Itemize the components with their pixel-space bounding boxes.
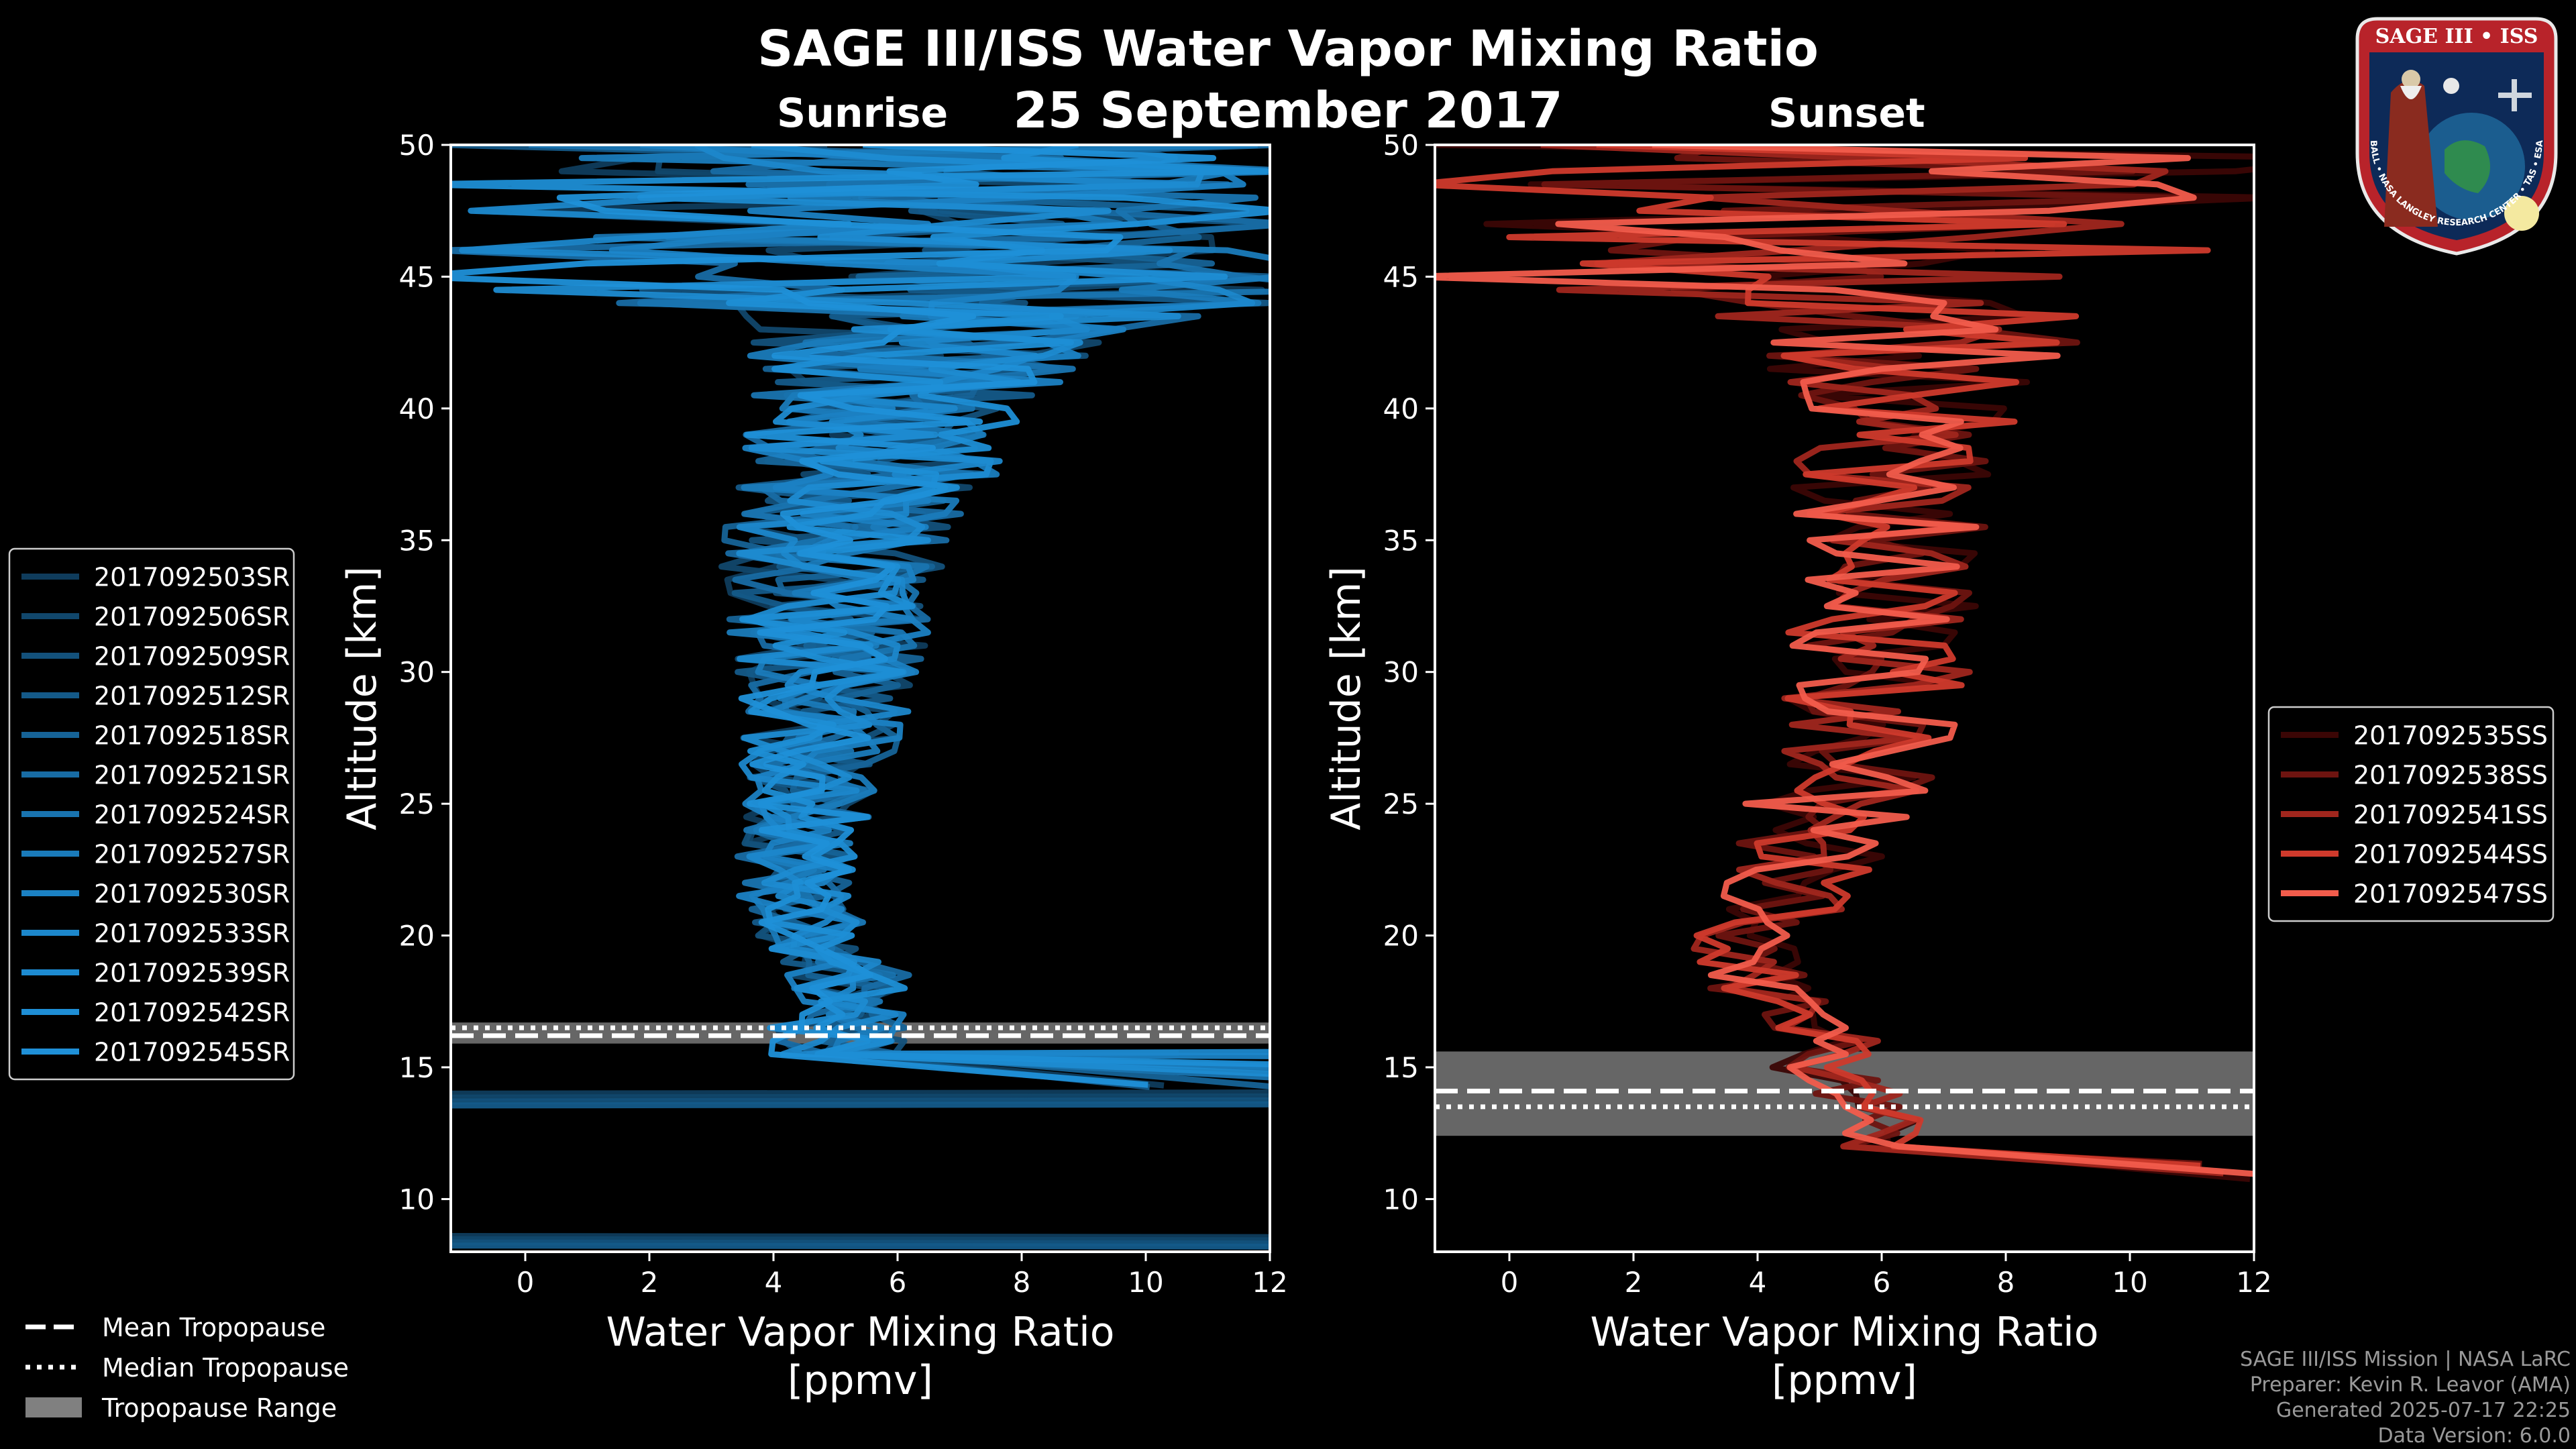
legend-label-2017092524SR: 2017092524SR bbox=[94, 800, 290, 830]
x-tick-label: 12 bbox=[1252, 1266, 1287, 1299]
x-tick-label: 0 bbox=[517, 1266, 535, 1299]
plot-content bbox=[451, 145, 1270, 1250]
plot-content bbox=[1435, 145, 2254, 1183]
legend-label-2017092533SR: 2017092533SR bbox=[94, 919, 290, 949]
y-tick-label: 40 bbox=[1383, 392, 1419, 425]
x-axis-label-line1: Water Vapor Mixing Ratio bbox=[606, 1309, 1115, 1356]
x-tick-label: 10 bbox=[1128, 1266, 1163, 1299]
legend-tropopause-label: Median Tropopause bbox=[102, 1353, 349, 1383]
legend-label-2017092518SR: 2017092518SR bbox=[94, 721, 290, 751]
legend-box bbox=[2267, 706, 2555, 922]
x-tick-label: 2 bbox=[641, 1266, 659, 1299]
legend-tropopause-label: Tropopause Range bbox=[101, 1393, 337, 1423]
tropopause-range-band bbox=[1435, 1051, 2254, 1136]
footer-credits: SAGE III/ISS Mission | NASA LaRC Prepare… bbox=[2240, 1347, 2571, 1449]
legend-box bbox=[8, 547, 295, 1081]
plot-frame bbox=[449, 144, 1271, 1253]
profile-line-2017092545SR bbox=[451, 145, 1217, 1088]
legend-tropopause-label: Mean Tropopause bbox=[102, 1313, 325, 1342]
logo-title: SAGE III • ISS bbox=[2375, 25, 2538, 48]
sunrise-legend: 2017092503SR 2017092506SR 2017092509SR 2017… bbox=[8, 547, 295, 1081]
legend-label-2017092503SR: 2017092503SR bbox=[94, 563, 290, 592]
footer-preparer: Preparer: Kevin R. Leavor (AMA) bbox=[2249, 1373, 2571, 1397]
x-tick-label: 12 bbox=[2236, 1266, 2271, 1299]
y-tick-label: 25 bbox=[399, 788, 435, 820]
x-tick-label: 4 bbox=[1749, 1266, 1767, 1299]
y-tick-label: 40 bbox=[399, 392, 435, 425]
y-tick-label: 10 bbox=[1383, 1183, 1419, 1216]
legend-label-2017092544SS: 2017092544SS bbox=[2353, 840, 2548, 869]
x-tick-label: 8 bbox=[1013, 1266, 1031, 1299]
y-axis-label: Altitude [km] bbox=[1323, 566, 1370, 830]
sunrise-panel-title: Sunrise bbox=[777, 90, 949, 137]
sunset-panel-title: Sunset bbox=[1768, 90, 1925, 137]
tropopause-legend: Mean Tropopause Median Tropopause Tropopau… bbox=[25, 1313, 349, 1423]
legend-label-2017092509SR: 2017092509SR bbox=[94, 642, 290, 672]
figure-title: SAGE III/ISS Water Vapor Mixing Ratio bbox=[757, 20, 1819, 78]
y-tick-label: 30 bbox=[399, 656, 435, 689]
legend-label-2017092539SR: 2017092539SR bbox=[94, 959, 290, 988]
x-tick-label: 10 bbox=[2112, 1266, 2147, 1299]
legend-label-2017092530SR: 2017092530SR bbox=[94, 879, 290, 909]
sunset-legend: 2017092535SS 2017092538SS 2017092541SS 2017… bbox=[2267, 706, 2555, 922]
sunset-chart: 0 2 4 6 8 10 12 10 15 20 25 30 35 40 45 50 Water Vapor M… bbox=[1323, 129, 2272, 1404]
legend-label-2017092512SR: 2017092512SR bbox=[94, 682, 290, 711]
legend-label-2017092547SS: 2017092547SS bbox=[2353, 879, 2548, 909]
sunrise-chart: 0 2 4 6 8 10 12 10 15 20 25 30 35 40 45 50 Water Vapor M… bbox=[339, 129, 1288, 1404]
footer-mission: SAGE III/ISS Mission | NASA LaRC bbox=[2240, 1348, 2571, 1371]
footer-generated: Generated 2025-07-17 22:25 bbox=[2275, 1399, 2571, 1422]
y-tick-label: 15 bbox=[1383, 1051, 1419, 1084]
y-tick-label: 20 bbox=[1383, 920, 1419, 953]
y-tick-label: 50 bbox=[1383, 129, 1419, 162]
legend-label-2017092506SR: 2017092506SR bbox=[94, 602, 290, 632]
legend-label-2017092535SS: 2017092535SS bbox=[2353, 721, 2548, 751]
x-axis-label-line2: [ppmv] bbox=[788, 1357, 933, 1404]
legend-label-2017092542SR: 2017092542SR bbox=[94, 998, 290, 1028]
legend-label-2017092527SR: 2017092527SR bbox=[94, 840, 290, 869]
y-tick-label: 50 bbox=[399, 129, 435, 162]
y-tick-label: 20 bbox=[399, 920, 435, 953]
x-tick-label: 2 bbox=[1625, 1266, 1643, 1299]
x-axis-label-line2: [ppmv] bbox=[1772, 1357, 1917, 1404]
legend-label-2017092538SS: 2017092538SS bbox=[2353, 761, 2548, 790]
y-axis-label: Altitude [km] bbox=[339, 566, 386, 830]
plot-frame bbox=[1434, 144, 2255, 1253]
y-tick-label: 30 bbox=[1383, 656, 1419, 689]
profile-line-2017092544SS bbox=[1435, 145, 2211, 1169]
footer-version: Data Version: 6.0.0 bbox=[2377, 1424, 2571, 1448]
legend-label-2017092545SR: 2017092545SR bbox=[94, 1038, 290, 1067]
x-tick-label: 8 bbox=[1997, 1266, 2015, 1299]
y-tick-label: 45 bbox=[399, 260, 435, 293]
y-tick-label: 45 bbox=[1383, 260, 1419, 293]
y-tick-label: 25 bbox=[1383, 788, 1419, 820]
y-tick-label: 10 bbox=[399, 1183, 435, 1216]
legend-label-2017092541SS: 2017092541SS bbox=[2353, 800, 2548, 830]
y-tick-label: 35 bbox=[1383, 524, 1419, 557]
x-tick-label: 6 bbox=[1873, 1266, 1891, 1299]
sage-mission-logo: SAGE III • ISS BALL • NASA LANGLEY RESEA… bbox=[2355, 17, 2558, 256]
figure-date: 25 September 2017 bbox=[1013, 82, 1563, 140]
x-tick-label: 6 bbox=[889, 1266, 907, 1299]
legend-label-2017092521SR: 2017092521SR bbox=[94, 761, 290, 790]
profile-line-2017092542SR bbox=[451, 145, 1270, 1068]
profile-line-2017092547SS bbox=[1435, 145, 2254, 1177]
y-tick-label: 15 bbox=[399, 1051, 435, 1084]
x-axis-label-line1: Water Vapor Mixing Ratio bbox=[1591, 1309, 2099, 1356]
y-tick-label: 35 bbox=[399, 524, 435, 557]
x-tick-label: 0 bbox=[1501, 1266, 1519, 1299]
x-tick-label: 4 bbox=[765, 1266, 783, 1299]
legend-tropopause-range-swatch bbox=[25, 1397, 82, 1417]
